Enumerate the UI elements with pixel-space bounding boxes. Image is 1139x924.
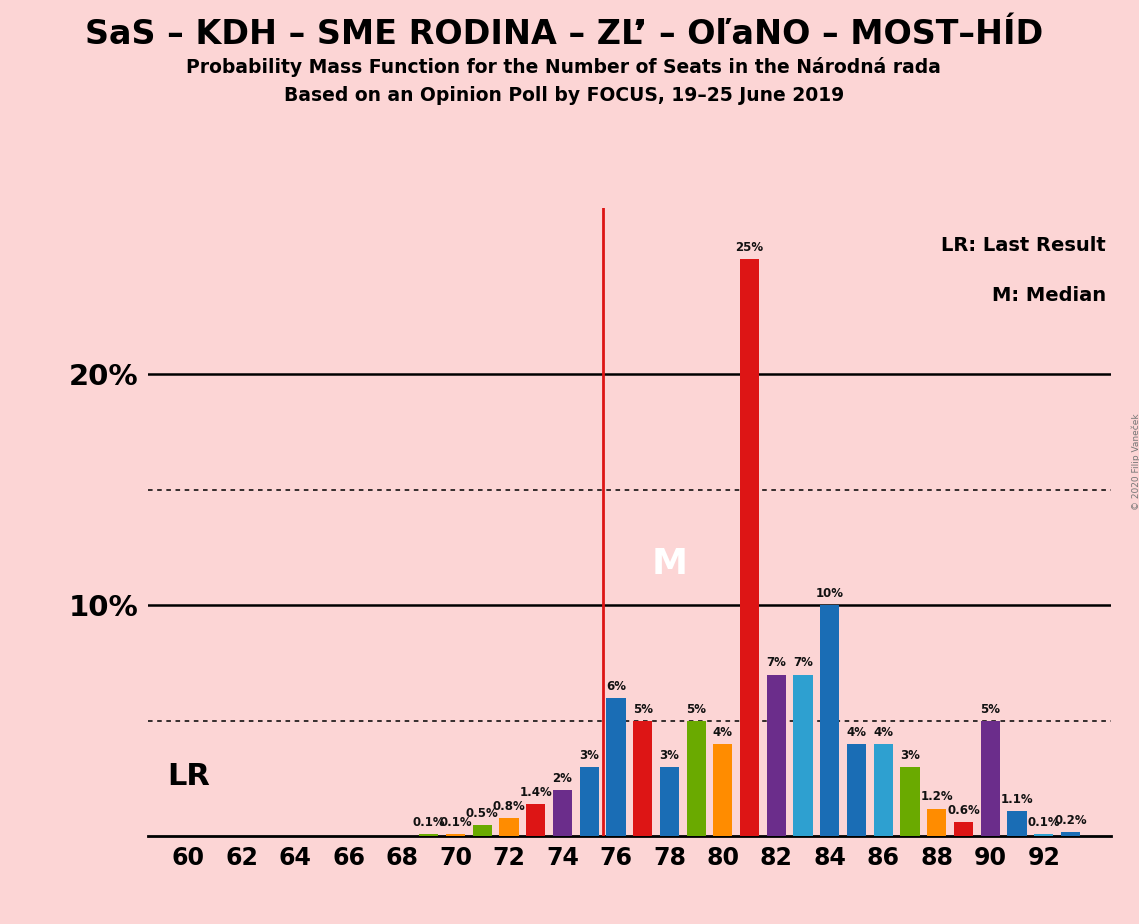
- Text: 3%: 3%: [900, 748, 920, 761]
- Bar: [552, 790, 572, 836]
- Text: 3%: 3%: [659, 748, 679, 761]
- Text: Based on an Opinion Poll by FOCUS, 19–25 June 2019: Based on an Opinion Poll by FOCUS, 19–25…: [284, 86, 844, 105]
- Bar: [580, 767, 599, 836]
- Bar: [659, 767, 679, 836]
- Text: SaS – KDH – SME RODINA – ZĽ’ – OľaNO – MOST–HÍD: SaS – KDH – SME RODINA – ZĽ’ – OľaNO – M…: [84, 18, 1043, 52]
- Bar: [1007, 811, 1026, 836]
- Text: 1.4%: 1.4%: [519, 785, 552, 798]
- Bar: [794, 675, 813, 836]
- Bar: [526, 804, 546, 836]
- Text: 0.6%: 0.6%: [948, 804, 980, 817]
- Bar: [687, 721, 706, 836]
- Bar: [473, 824, 492, 836]
- Bar: [419, 833, 439, 836]
- Bar: [713, 744, 732, 836]
- Bar: [1060, 832, 1080, 836]
- Text: © 2020 Filip Vaneček: © 2020 Filip Vaneček: [1132, 414, 1139, 510]
- Bar: [1034, 833, 1054, 836]
- Text: 4%: 4%: [713, 725, 732, 739]
- Bar: [981, 721, 1000, 836]
- Text: LR: LR: [166, 761, 210, 791]
- Bar: [633, 721, 653, 836]
- Bar: [767, 675, 786, 836]
- Bar: [953, 822, 973, 836]
- Text: 7%: 7%: [767, 656, 786, 669]
- Text: 6%: 6%: [606, 679, 626, 693]
- Text: 1.1%: 1.1%: [1001, 793, 1033, 806]
- Bar: [445, 833, 465, 836]
- Text: 4%: 4%: [874, 725, 893, 739]
- Text: M: Median: M: Median: [992, 286, 1106, 306]
- Text: LR: Last Result: LR: Last Result: [941, 237, 1106, 255]
- Text: 25%: 25%: [736, 240, 763, 254]
- Text: 5%: 5%: [981, 702, 1000, 715]
- Text: 7%: 7%: [793, 656, 813, 669]
- Text: 0.8%: 0.8%: [492, 799, 525, 813]
- Text: 3%: 3%: [580, 748, 599, 761]
- Bar: [901, 767, 919, 836]
- Bar: [499, 818, 518, 836]
- Bar: [874, 744, 893, 836]
- Text: 1.2%: 1.2%: [920, 790, 953, 803]
- Text: 5%: 5%: [632, 702, 653, 715]
- Text: 0.1%: 0.1%: [440, 816, 472, 829]
- Text: 2%: 2%: [552, 772, 573, 784]
- Text: 10%: 10%: [816, 587, 844, 601]
- Text: Probability Mass Function for the Number of Seats in the Národná rada: Probability Mass Function for the Number…: [187, 57, 941, 78]
- Bar: [740, 259, 760, 836]
- Text: 4%: 4%: [846, 725, 867, 739]
- Text: 0.2%: 0.2%: [1054, 813, 1087, 826]
- Text: 5%: 5%: [686, 702, 706, 715]
- Bar: [847, 744, 866, 836]
- Text: 0.5%: 0.5%: [466, 807, 499, 820]
- Bar: [606, 698, 625, 836]
- Text: 0.1%: 0.1%: [412, 816, 445, 829]
- Bar: [927, 808, 947, 836]
- Bar: [820, 605, 839, 836]
- Text: M: M: [652, 547, 688, 580]
- Text: 0.1%: 0.1%: [1027, 816, 1060, 829]
